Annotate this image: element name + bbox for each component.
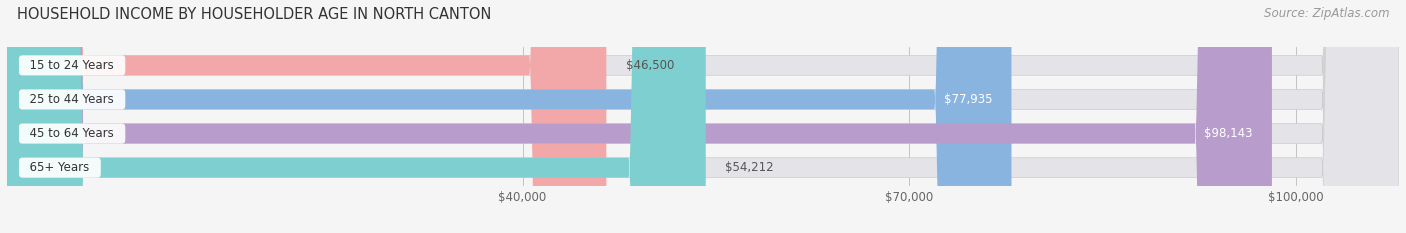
FancyBboxPatch shape [7, 0, 1399, 233]
Text: 45 to 64 Years: 45 to 64 Years [22, 127, 122, 140]
Text: $54,212: $54,212 [725, 161, 773, 174]
FancyBboxPatch shape [7, 0, 1011, 233]
Text: $98,143: $98,143 [1204, 127, 1253, 140]
Text: 65+ Years: 65+ Years [22, 161, 97, 174]
Text: 15 to 24 Years: 15 to 24 Years [22, 59, 122, 72]
FancyBboxPatch shape [7, 0, 1399, 233]
FancyBboxPatch shape [7, 0, 706, 233]
Text: 25 to 44 Years: 25 to 44 Years [22, 93, 122, 106]
FancyBboxPatch shape [7, 0, 1272, 233]
Text: Source: ZipAtlas.com: Source: ZipAtlas.com [1264, 7, 1389, 20]
Text: HOUSEHOLD INCOME BY HOUSEHOLDER AGE IN NORTH CANTON: HOUSEHOLD INCOME BY HOUSEHOLDER AGE IN N… [17, 7, 491, 22]
Text: $46,500: $46,500 [626, 59, 673, 72]
FancyBboxPatch shape [7, 0, 606, 233]
FancyBboxPatch shape [7, 0, 1399, 233]
FancyBboxPatch shape [7, 0, 1399, 233]
Text: $77,935: $77,935 [943, 93, 993, 106]
